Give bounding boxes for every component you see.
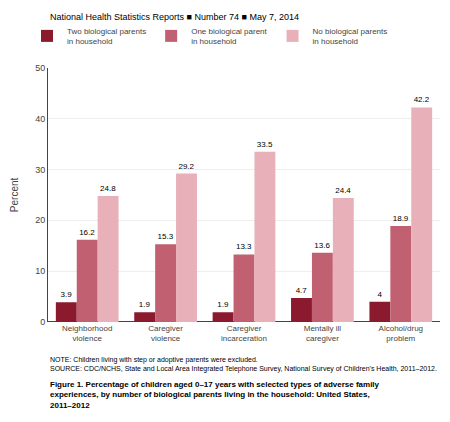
- svg-text:42.2: 42.2: [414, 95, 430, 104]
- svg-text:13.6: 13.6: [314, 241, 330, 250]
- svg-text:1.9: 1.9: [217, 300, 229, 309]
- svg-text:Figure 1. Percentage of childr: Figure 1. Percentage of children aged 0–…: [50, 380, 380, 410]
- svg-text:3.9: 3.9: [60, 290, 72, 299]
- svg-text:16.2: 16.2: [79, 228, 95, 237]
- svg-text:18.9: 18.9: [393, 214, 409, 223]
- svg-text:One biological parentin househ: One biological parentin household: [191, 27, 267, 46]
- svg-text:Caregiverviolence: Caregiverviolence: [148, 324, 183, 343]
- svg-text:Mentally illcaregiver: Mentally illcaregiver: [304, 324, 342, 343]
- svg-text:29.2: 29.2: [178, 162, 194, 171]
- svg-text:24.8: 24.8: [100, 184, 116, 193]
- svg-text:30: 30: [35, 165, 45, 175]
- svg-text:No biological parentsin househ: No biological parentsin household: [313, 27, 388, 46]
- svg-text:40: 40: [35, 114, 45, 124]
- svg-text:33.5: 33.5: [257, 140, 273, 149]
- svg-text:Percent: Percent: [9, 177, 20, 212]
- svg-text:15.3: 15.3: [158, 232, 174, 241]
- svg-text:13.3: 13.3: [236, 242, 252, 251]
- svg-text:24.4: 24.4: [335, 186, 351, 195]
- svg-text:50: 50: [35, 63, 45, 73]
- svg-text:Caregiverincarceration: Caregiverincarceration: [221, 324, 267, 343]
- svg-text:4: 4: [377, 290, 382, 299]
- svg-text:NOTE: Children living with ste: NOTE: Children living with step or adopt…: [50, 356, 437, 373]
- svg-text:National Health Statistics Rep: National Health Statistics Reports ■ Num…: [50, 12, 299, 22]
- svg-text:Alcohol/drugproblem: Alcohol/drugproblem: [379, 324, 423, 343]
- svg-text:0: 0: [40, 317, 45, 327]
- svg-text:4.7: 4.7: [296, 286, 308, 295]
- svg-text:Two biological parentsin house: Two biological parentsin household: [67, 27, 146, 46]
- svg-text:20: 20: [35, 215, 45, 225]
- svg-text:1.9: 1.9: [139, 300, 151, 309]
- svg-text:Neighborhoodviolence: Neighborhoodviolence: [62, 324, 112, 343]
- svg-text:10: 10: [35, 266, 45, 276]
